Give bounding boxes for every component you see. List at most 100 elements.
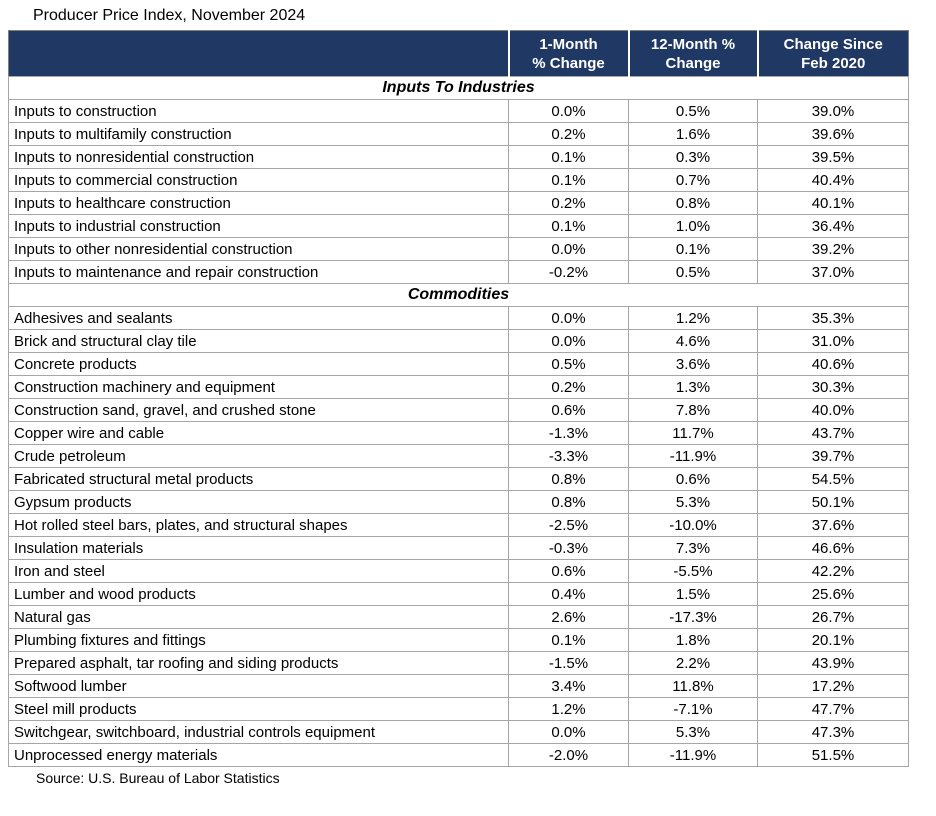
page-title: Producer Price Index, November 2024	[33, 7, 306, 24]
table-row: Natural gas 2.6% -17.3% 26.7%	[8, 605, 909, 629]
value-cell-since_feb_2020: 46.6%	[757, 536, 909, 560]
value-cell-twelve_month: 1.2%	[628, 306, 758, 330]
value-cell-one_month: 0.2%	[508, 122, 629, 146]
value-cell-twelve_month: -11.9%	[628, 444, 758, 468]
value-cell-one_month: 1.2%	[508, 697, 629, 721]
value-cell-one_month: 0.4%	[508, 582, 629, 606]
value-cell-one_month: -3.3%	[508, 444, 629, 468]
value-cell-one_month: -0.3%	[508, 536, 629, 560]
value-cell-one_month: 0.1%	[508, 145, 629, 169]
table-row: Iron and steel 0.6% -5.5% 42.2%	[8, 559, 909, 583]
value-cell-twelve_month: 1.8%	[628, 628, 758, 652]
table-row: Fabricated structural metal products 0.8%…	[8, 467, 909, 491]
value-cell-twelve_month: -10.0%	[628, 513, 758, 537]
row-label: Copper wire and cable	[8, 421, 509, 445]
table-row: Gypsum products 0.8% 5.3% 50.1%	[8, 490, 909, 514]
value-cell-twelve_month: 7.8%	[628, 398, 758, 422]
value-cell-since_feb_2020: 31.0%	[757, 329, 909, 353]
value-cell-since_feb_2020: 30.3%	[757, 375, 909, 399]
value-cell-twelve_month: -7.1%	[628, 697, 758, 721]
table-row: Inputs to other nonresidential construct…	[8, 237, 909, 261]
row-label: Steel mill products	[8, 697, 509, 721]
page: Producer Price Index, November 2024 1-Mo…	[0, 6, 936, 816]
header-change-since: Change Since Feb 2020	[756, 30, 909, 77]
value-cell-twelve_month: 4.6%	[628, 329, 758, 353]
value-cell-one_month: 0.2%	[508, 191, 629, 215]
value-cell-one_month: 0.1%	[508, 168, 629, 192]
value-cell-twelve_month: 1.3%	[628, 375, 758, 399]
table-row: Inputs to multifamily construction 0.2% 1.…	[8, 122, 909, 146]
value-cell-since_feb_2020: 39.7%	[757, 444, 909, 468]
table-row: Copper wire and cable -1.3% 11.7% 43.7%	[8, 421, 909, 445]
value-cell-since_feb_2020: 40.4%	[757, 168, 909, 192]
value-cell-one_month: 0.0%	[508, 237, 629, 261]
value-cell-twelve_month: -11.9%	[628, 743, 758, 767]
row-label: Iron and steel	[8, 559, 509, 583]
value-cell-one_month: -1.5%	[508, 651, 629, 675]
value-cell-twelve_month: 1.6%	[628, 122, 758, 146]
row-label: Hot rolled steel bars, plates, and struc…	[8, 513, 509, 537]
value-cell-twelve_month: 7.3%	[628, 536, 758, 560]
value-cell-since_feb_2020: 47.7%	[757, 697, 909, 721]
value-cell-one_month: -1.3%	[508, 421, 629, 445]
value-cell-one_month: -0.2%	[508, 260, 629, 284]
value-cell-since_feb_2020: 39.2%	[757, 237, 909, 261]
value-cell-since_feb_2020: 17.2%	[757, 674, 909, 698]
row-label: Unprocessed energy materials	[8, 743, 509, 767]
value-cell-one_month: 0.8%	[508, 490, 629, 514]
table-header: 1-Month % Change 12-Month % Change Chang…	[8, 30, 909, 77]
value-cell-one_month: 3.4%	[508, 674, 629, 698]
row-label: Softwood lumber	[8, 674, 509, 698]
value-cell-since_feb_2020: 50.1%	[757, 490, 909, 514]
header-corner-cell	[8, 30, 509, 77]
value-cell-twelve_month: -5.5%	[628, 559, 758, 583]
row-label: Natural gas	[8, 605, 509, 629]
table-row: Hot rolled steel bars, plates, and struc…	[8, 513, 909, 537]
table-row: Adhesives and sealants 0.0% 1.2% 35.3%	[8, 306, 909, 330]
row-label: Inputs to other nonresidential construct…	[8, 237, 509, 261]
value-cell-one_month: 0.1%	[508, 628, 629, 652]
value-cell-twelve_month: 0.6%	[628, 467, 758, 491]
value-cell-twelve_month: 11.7%	[628, 421, 758, 445]
table-row: Concrete products 0.5% 3.6% 40.6%	[8, 352, 909, 376]
row-label: Construction machinery and equipment	[8, 375, 509, 399]
table-row: Insulation materials -0.3% 7.3% 46.6%	[8, 536, 909, 560]
header-12-month-line2: Change	[665, 54, 721, 72]
section-header-row: Commodities	[8, 283, 909, 307]
value-cell-one_month: 0.0%	[508, 306, 629, 330]
table-row: Inputs to commercial construction 0.1% 0.7…	[8, 168, 909, 192]
value-cell-since_feb_2020: 40.0%	[757, 398, 909, 422]
row-label: Brick and structural clay tile	[8, 329, 509, 353]
value-cell-twelve_month: 11.8%	[628, 674, 758, 698]
value-cell-since_feb_2020: 35.3%	[757, 306, 909, 330]
header-change-since-line2: Feb 2020	[801, 54, 866, 72]
row-label: Fabricated structural metal products	[8, 467, 509, 491]
row-label: Construction sand, gravel, and crushed s…	[8, 398, 509, 422]
value-cell-since_feb_2020: 36.4%	[757, 214, 909, 238]
table-row: Switchgear, switchboard, industrial cont…	[8, 720, 909, 744]
value-cell-one_month: 2.6%	[508, 605, 629, 629]
table-body: Inputs To Industries Inputs to constructi…	[8, 76, 909, 767]
value-cell-one_month: 0.6%	[508, 398, 629, 422]
value-cell-since_feb_2020: 47.3%	[757, 720, 909, 744]
row-label: Prepared asphalt, tar roofing and siding…	[8, 651, 509, 675]
value-cell-twelve_month: 5.3%	[628, 490, 758, 514]
header-12-month: 12-Month % Change	[627, 30, 758, 77]
table-row: Crude petroleum -3.3% -11.9% 39.7%	[8, 444, 909, 468]
value-cell-since_feb_2020: 42.2%	[757, 559, 909, 583]
row-label: Inputs to multifamily construction	[8, 122, 509, 146]
value-cell-one_month: 0.2%	[508, 375, 629, 399]
value-cell-one_month: 0.8%	[508, 467, 629, 491]
table-row: Inputs to industrial construction 0.1% 1.0…	[8, 214, 909, 238]
table-row: Construction machinery and equipment 0.2%…	[8, 375, 909, 399]
row-label: Inputs to nonresidential construction	[8, 145, 509, 169]
row-label: Inputs to maintenance and repair constru…	[8, 260, 509, 284]
value-cell-twelve_month: -17.3%	[628, 605, 758, 629]
table-row: Steel mill products 1.2% -7.1% 47.7%	[8, 697, 909, 721]
value-cell-since_feb_2020: 43.9%	[757, 651, 909, 675]
row-label: Adhesives and sealants	[8, 306, 509, 330]
header-change-since-line1: Change Since	[783, 35, 883, 53]
table-row: Plumbing fixtures and fittings 0.1% 1.8% 20…	[8, 628, 909, 652]
value-cell-since_feb_2020: 26.7%	[757, 605, 909, 629]
value-cell-since_feb_2020: 54.5%	[757, 467, 909, 491]
